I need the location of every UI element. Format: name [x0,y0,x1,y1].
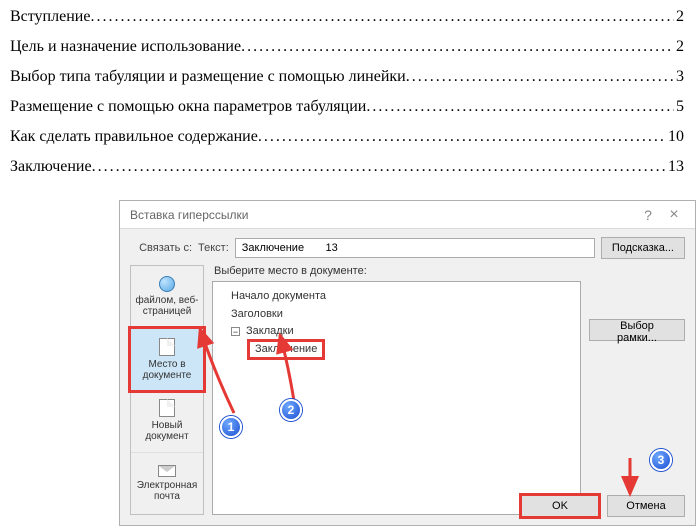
link-to-file-web[interactable]: файлом, веб-страницей [131,266,203,329]
link-to-label: Место в документе [133,359,201,381]
new-document-icon [159,399,175,417]
target-frame-button[interactable]: Выбор рамки... [589,319,685,341]
display-text-input[interactable] [235,238,595,258]
link-to-label: Электронная почта [133,480,201,502]
toc-row: Размещение с помощью окна параметров таб… [10,98,684,116]
toc-title: Цель и назначение использование [10,38,241,56]
dialog-title: Вставка гиперссылки [130,208,635,222]
link-with-label: Связать с: [130,242,192,254]
toc-leader-dots [258,128,666,146]
toc-title: Размещение с помощью окна параметров таб… [10,98,366,116]
globe-icon [159,276,175,292]
toc-row: Заключение 13 [10,158,684,176]
help-icon[interactable]: ? [635,207,661,223]
toc-row: Цель и назначение использование 2 [10,38,684,56]
tree-item-bookmarks[interactable]: − Закладки [221,323,572,341]
toc-page: 5 [674,98,684,116]
text-row: Связать с: Текст: Подсказка... [120,229,695,265]
dialog-titlebar[interactable]: Вставка гиперссылки ? × [120,201,695,229]
center-panel: Выберите место в документе: Начало докум… [212,265,581,515]
toc-leader-dots [241,38,674,56]
insert-hyperlink-dialog: Вставка гиперссылки ? × Связать с: Текст… [119,200,696,526]
cancel-button[interactable]: Отмена [607,495,685,517]
text-label: Текст: [198,242,229,254]
screentip-button[interactable]: Подсказка... [601,237,685,259]
link-to-new-document[interactable]: Новый документ [131,390,203,453]
toc-leader-dots [92,158,666,176]
toc-row: Как сделать правильное содержание 10 [10,128,684,146]
toc-title: Выбор типа табуляции и размещение с помо… [10,68,406,86]
toc-leader-dots [406,68,674,86]
toc-title: Вступление [10,8,90,26]
dialog-footer: OK Отмена [521,495,685,517]
mail-icon [158,465,176,477]
toc-document: Вступление 2 Цель и назначение использов… [0,0,700,176]
toc-leader-dots [366,98,674,116]
close-icon[interactable]: × [661,208,687,222]
link-to-place-in-document[interactable]: Место в документе [130,328,204,392]
toc-page: 2 [674,38,684,56]
link-to-label: Новый документ [133,420,201,442]
link-to-label: файлом, веб-страницей [133,295,201,317]
bookmark-conclusion[interactable]: Заключение [249,341,323,359]
toc-title: Как сделать правильное содержание [10,128,258,146]
toc-page: 13 [666,158,684,176]
tree-item-headings[interactable]: Заголовки [221,306,572,324]
right-column: Выбор рамки... [589,265,685,515]
toc-row: Выбор типа табуляции и размещение с помо… [10,68,684,86]
document-tree[interactable]: Начало документа Заголовки − Закладки За… [212,281,581,515]
toc-leader-dots [90,8,674,26]
document-icon [159,338,175,356]
tree-bookmark-item[interactable]: Заключение [221,341,572,359]
toc-page: 10 [666,128,684,146]
toc-row: Вступление 2 [10,8,684,26]
tree-item-doc-start[interactable]: Начало документа [221,288,572,306]
link-to-sidebar: файлом, веб-страницей Место в документе … [130,265,204,515]
dialog-body: файлом, веб-страницей Место в документе … [120,265,695,525]
toc-page: 3 [674,68,684,86]
link-to-email[interactable]: Электронная почта [131,453,203,515]
ok-button[interactable]: OK [521,495,599,517]
collapse-icon[interactable]: − [231,327,240,336]
toc-title: Заключение [10,158,92,176]
toc-page: 2 [674,8,684,26]
select-place-prompt: Выберите место в документе: [214,265,581,277]
